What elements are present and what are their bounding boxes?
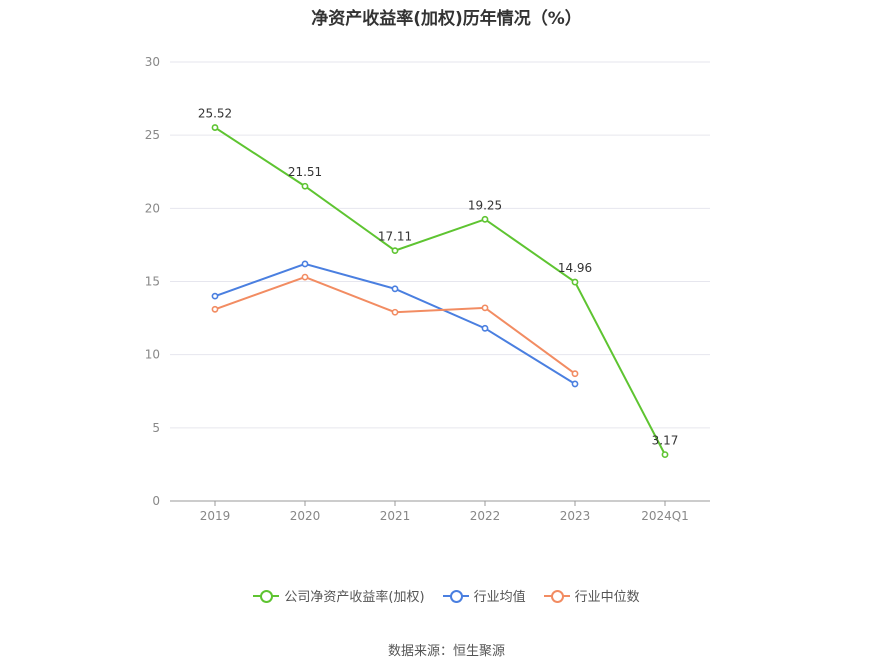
data-point [391, 247, 399, 255]
y-tick-label: 5 [152, 421, 160, 435]
legend-marker-icon [442, 589, 469, 603]
y-tick-label: 10 [145, 348, 160, 362]
x-tick-label: 2020 [290, 509, 321, 523]
y-tick-label: 25 [145, 128, 160, 142]
data-point [661, 451, 669, 459]
data-point [391, 308, 399, 316]
data-label: 14.96 [558, 261, 592, 275]
data-point [211, 305, 219, 313]
y-tick-label: 0 [152, 494, 160, 508]
data-point [481, 304, 489, 312]
legend-label: 公司净资产收益率(加权) [284, 590, 425, 605]
data-point [571, 380, 579, 388]
data-label: 21.51 [288, 165, 322, 179]
data-point [571, 370, 579, 378]
data-point [211, 292, 219, 300]
line-chart: 0 5 10 15 20 25 30 2019 2020 2021 2022 2023 2024Q1 25… [145, 55, 710, 523]
x-tick-label: 2022 [470, 509, 501, 523]
legend: 公司净资产收益率(加权) 行业均值 行业中位数 [0, 586, 893, 605]
y-tick-label: 30 [145, 55, 160, 69]
series-line-0 [214, 126, 666, 456]
data-label: 19.25 [468, 198, 502, 212]
data-label: 17.11 [378, 230, 412, 244]
chart-title: 净资产收益率(加权)历年情况（%） [311, 9, 582, 29]
legend-label: 行业均值 [473, 590, 526, 605]
legend-label: 行业中位数 [574, 590, 640, 605]
y-tick-label: 15 [145, 275, 160, 289]
legend-marker-icon [543, 589, 570, 603]
legend-item[interactable]: 行业均值 [442, 586, 526, 605]
data-point [391, 285, 399, 293]
legend-item[interactable]: 行业中位数 [543, 586, 640, 605]
x-tick-label: 2021 [380, 509, 411, 523]
legend-marker-icon [253, 589, 280, 603]
data-label: 3.17 [652, 434, 679, 448]
data-point [211, 124, 219, 131]
data-point [481, 215, 489, 223]
source-note: 数据来源：恒生聚源 [387, 644, 505, 659]
data-point [301, 182, 309, 190]
x-tick-label: 2023 [560, 509, 591, 523]
data-point [481, 324, 489, 332]
data-point [301, 273, 309, 281]
x-tick-label: 2019 [200, 509, 231, 523]
x-tick-label: 2024Q1 [641, 509, 689, 523]
data-point [301, 260, 309, 268]
data-label: 25.52 [198, 107, 232, 121]
data-point [571, 278, 579, 286]
y-tick-label: 20 [145, 201, 160, 215]
legend-item[interactable]: 公司净资产收益率(加权) [253, 586, 425, 605]
